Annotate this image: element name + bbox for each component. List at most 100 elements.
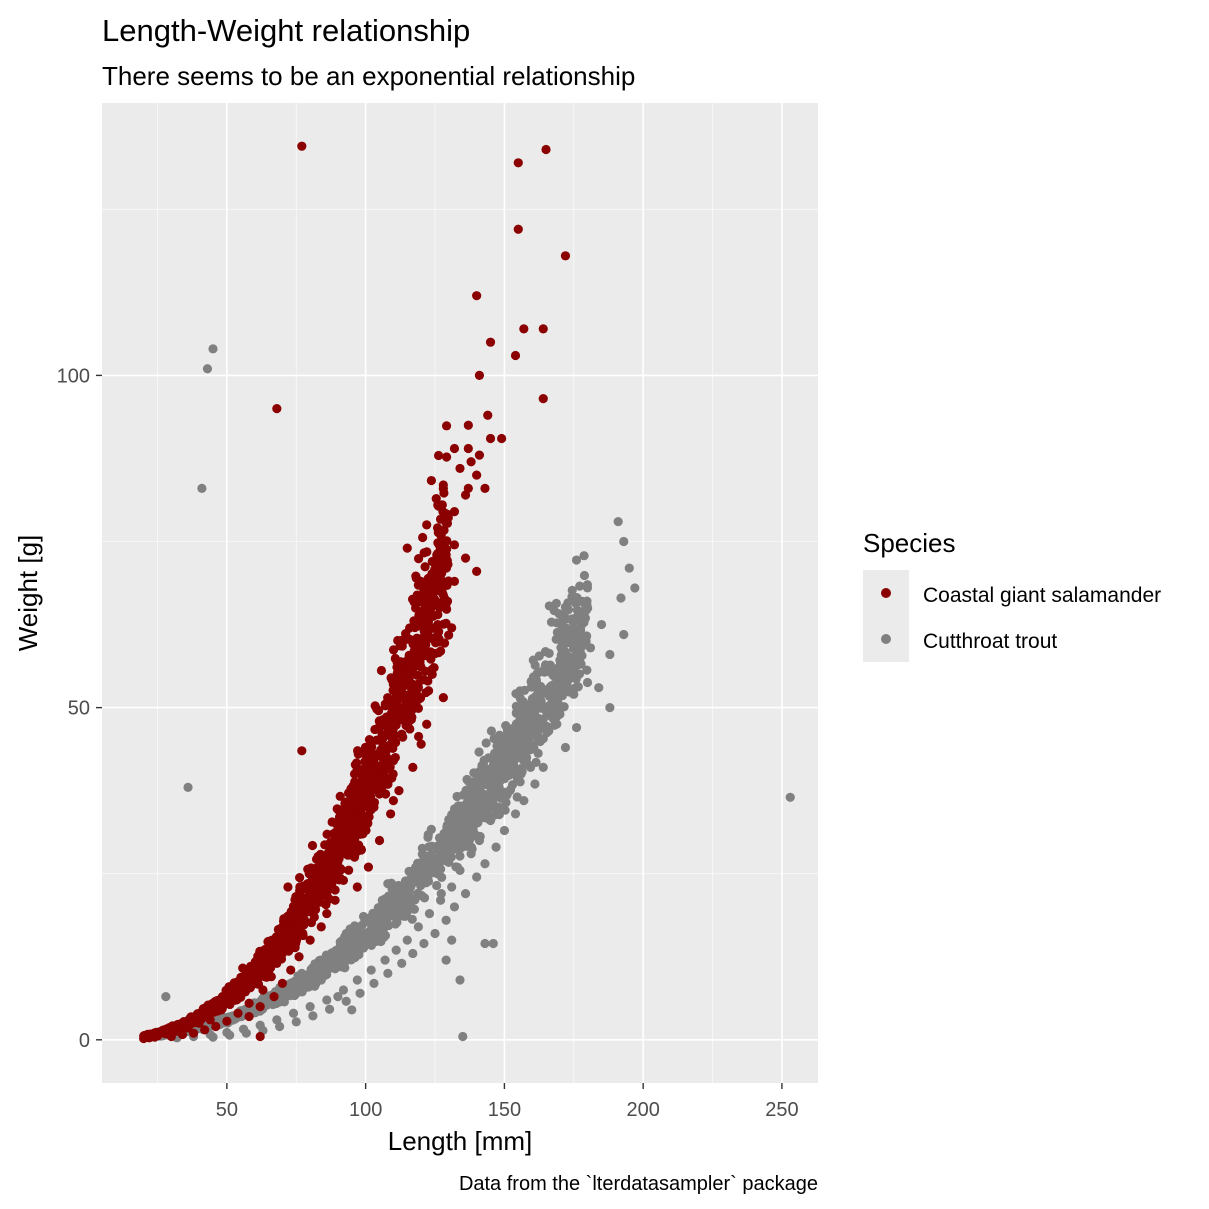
data-point xyxy=(530,660,540,670)
series-cutthroat-trout xyxy=(153,344,795,1043)
data-point xyxy=(514,724,524,734)
data-point xyxy=(497,433,507,444)
data-point xyxy=(577,596,587,606)
data-point xyxy=(505,786,515,796)
data-point xyxy=(370,701,380,711)
data-point xyxy=(307,840,318,851)
data-point xyxy=(494,802,504,812)
x-axis-ticks: 50 100 150 200 250 xyxy=(216,1083,799,1121)
data-point xyxy=(255,1031,265,1042)
data-point xyxy=(291,938,301,949)
data-point xyxy=(422,719,432,729)
data-point xyxy=(544,601,554,611)
data-point xyxy=(434,637,445,647)
data-point xyxy=(472,872,482,882)
data-point xyxy=(457,837,467,848)
data-point xyxy=(480,938,490,949)
data-point xyxy=(619,536,629,547)
data-point xyxy=(202,364,213,374)
data-point xyxy=(349,852,360,862)
legend-label-coastal-giant-salamander: Coastal giant salamander xyxy=(923,584,1161,607)
data-point xyxy=(447,935,457,945)
data-point xyxy=(441,421,452,431)
x-axis-title: Length [mm] xyxy=(388,1126,533,1156)
data-point xyxy=(402,543,412,553)
data-point xyxy=(200,1025,210,1035)
data-point xyxy=(433,500,443,510)
data-point xyxy=(408,948,418,959)
data-point xyxy=(433,523,443,533)
chart-caption: Data from the `lterdatasampler` package xyxy=(459,1173,818,1195)
data-point xyxy=(530,779,540,789)
data-point xyxy=(546,665,556,675)
data-point xyxy=(263,942,274,952)
data-point xyxy=(291,987,301,997)
data-point xyxy=(505,770,515,780)
data-point xyxy=(564,636,574,647)
data-point xyxy=(391,737,401,748)
data-point xyxy=(491,760,501,771)
data-point xyxy=(383,879,393,889)
data-point xyxy=(305,935,315,945)
data-point xyxy=(527,741,537,751)
data-point xyxy=(422,520,432,530)
data-point xyxy=(466,849,476,859)
data-point xyxy=(512,749,522,759)
data-point xyxy=(418,651,428,661)
data-point xyxy=(150,1032,160,1042)
data-point xyxy=(551,598,561,608)
data-point xyxy=(272,404,282,414)
data-point xyxy=(419,938,429,949)
data-point xyxy=(433,548,443,559)
data-point xyxy=(250,957,260,967)
data-point xyxy=(513,224,523,234)
data-point xyxy=(411,571,421,581)
data-point xyxy=(336,822,346,832)
data-point xyxy=(498,755,508,766)
data-point xyxy=(468,825,478,835)
data-point xyxy=(366,965,376,975)
data-point xyxy=(585,643,596,653)
data-point xyxy=(321,900,331,910)
data-point xyxy=(529,716,539,727)
chart-title: Length-Weight relationship xyxy=(102,13,470,48)
data-point xyxy=(558,669,568,679)
data-point xyxy=(561,614,571,624)
data-point xyxy=(250,968,260,978)
data-point xyxy=(473,779,483,789)
data-point xyxy=(404,650,414,660)
data-point xyxy=(394,663,404,673)
data-point xyxy=(418,643,428,653)
data-point xyxy=(367,761,378,771)
data-point xyxy=(244,998,254,1008)
data-point xyxy=(374,835,385,846)
data-point xyxy=(139,1033,149,1044)
data-point xyxy=(272,958,282,969)
data-point xyxy=(427,556,437,567)
data-point xyxy=(220,996,230,1006)
data-point xyxy=(330,895,340,905)
data-point xyxy=(485,433,496,444)
data-point xyxy=(430,928,440,939)
x-tick-label: 200 xyxy=(626,1099,659,1121)
data-point xyxy=(377,895,387,905)
data-point xyxy=(299,915,310,925)
data-point xyxy=(341,928,351,939)
data-point xyxy=(337,834,347,844)
x-tick-label: 150 xyxy=(488,1099,521,1121)
data-point xyxy=(419,856,430,866)
data-point xyxy=(294,952,304,962)
data-point xyxy=(235,989,245,999)
data-point xyxy=(393,880,404,891)
data-point xyxy=(434,627,444,637)
data-point xyxy=(466,457,476,467)
data-point xyxy=(410,603,421,613)
data-point xyxy=(596,619,607,630)
data-point xyxy=(624,563,634,573)
data-point xyxy=(563,675,573,686)
data-point xyxy=(306,882,316,892)
data-point xyxy=(547,684,557,694)
data-point xyxy=(439,488,449,498)
data-point xyxy=(444,630,454,640)
data-point xyxy=(480,859,490,869)
